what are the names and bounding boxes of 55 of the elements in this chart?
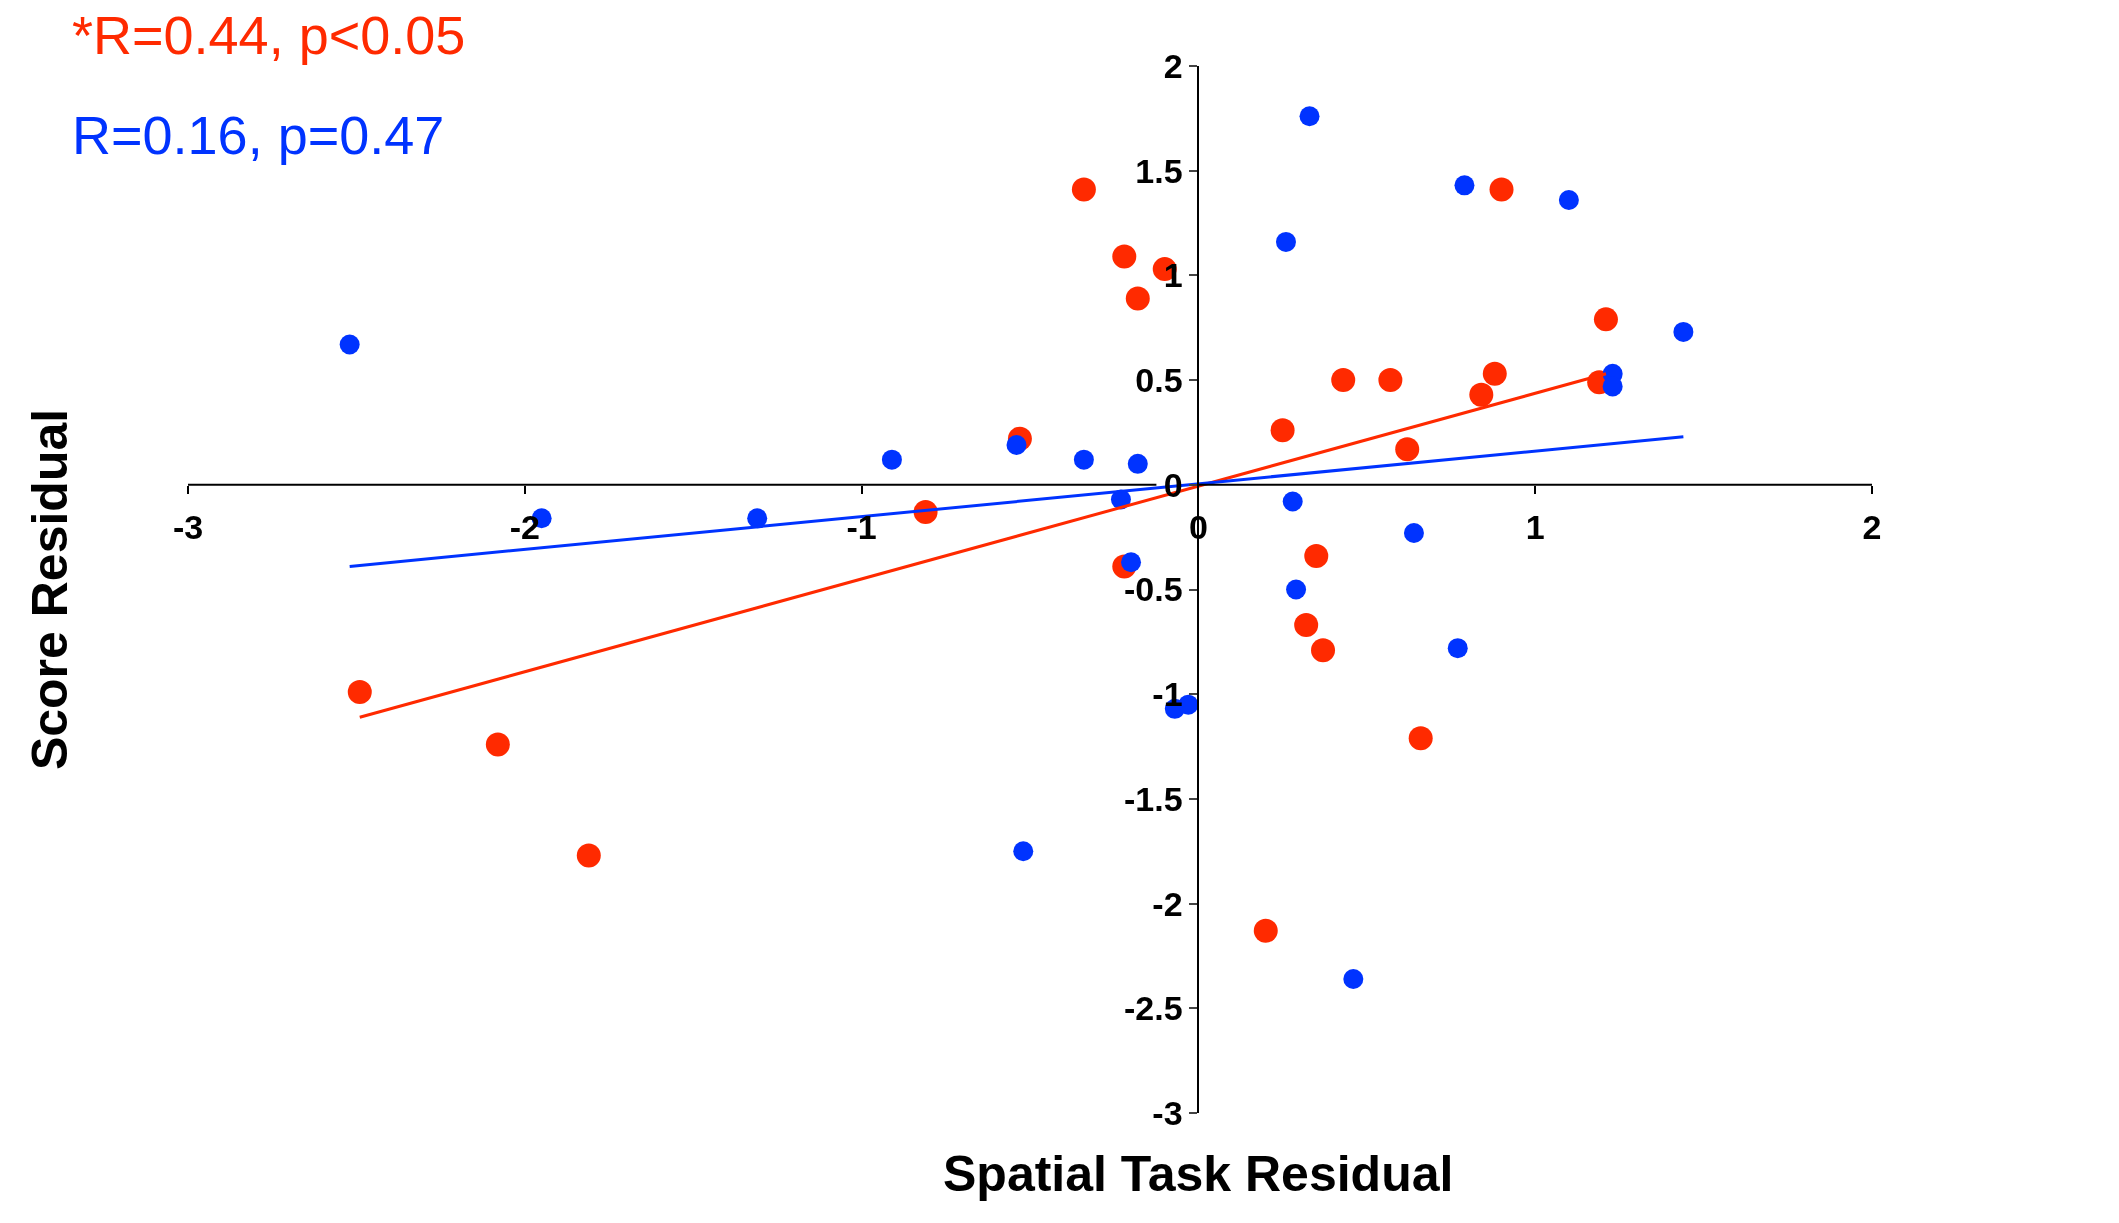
point xyxy=(576,843,601,868)
point xyxy=(347,680,372,705)
point xyxy=(1006,435,1027,455)
y-tick-label: 0.5 xyxy=(1135,361,1183,399)
point xyxy=(1395,437,1420,462)
point xyxy=(1253,918,1278,943)
point xyxy=(1299,106,1320,127)
point xyxy=(1447,638,1468,659)
y-tick-label: -1.5 xyxy=(1124,779,1183,818)
y-tick-label: -1 xyxy=(1152,675,1183,714)
point xyxy=(339,334,360,355)
point xyxy=(1482,361,1507,386)
point xyxy=(1112,244,1137,269)
x-tick-label: -3 xyxy=(172,507,204,546)
point xyxy=(1275,231,1296,252)
x-tick-label: 1 xyxy=(1525,507,1545,546)
point xyxy=(1602,376,1623,397)
point xyxy=(1013,841,1034,862)
point xyxy=(1673,321,1694,342)
point xyxy=(1282,491,1303,512)
point xyxy=(1125,286,1150,311)
point xyxy=(1121,552,1142,573)
point xyxy=(1071,177,1096,202)
point xyxy=(485,732,510,757)
x-axis-title: Spatial Task Residual xyxy=(943,1146,1454,1202)
y-tick-label: -2 xyxy=(1152,884,1183,923)
y-axis-title: Score Residual xyxy=(22,408,79,771)
point xyxy=(1073,449,1094,470)
text: R=0.16, p=0.47 xyxy=(72,105,445,165)
point xyxy=(1343,968,1364,989)
x-tick-label: -2 xyxy=(509,507,540,546)
y-tick-label: -2.5 xyxy=(1124,989,1183,1028)
text: *R=0.44, p<0.05 xyxy=(72,5,466,65)
point xyxy=(1331,368,1356,393)
point xyxy=(1408,726,1433,751)
point xyxy=(1489,177,1514,202)
point xyxy=(1558,190,1579,211)
x-tick-label: -1 xyxy=(846,507,877,546)
point xyxy=(1286,579,1307,600)
point xyxy=(1593,307,1618,332)
point xyxy=(1378,368,1403,393)
y-tick-label: 1.5 xyxy=(1135,151,1183,190)
point xyxy=(1294,613,1319,638)
x-tick-label: 2 xyxy=(1862,507,1882,546)
y-tick-label: -0.5 xyxy=(1124,570,1183,609)
point xyxy=(1304,544,1329,568)
point xyxy=(1403,522,1424,543)
point xyxy=(1454,175,1475,196)
y-tick-label: -3 xyxy=(1152,1093,1183,1132)
point xyxy=(881,449,902,470)
point xyxy=(1311,638,1336,663)
point xyxy=(1270,418,1295,443)
point xyxy=(1469,382,1494,407)
point xyxy=(1127,453,1148,474)
y-tick-label: 2 xyxy=(1163,46,1183,85)
